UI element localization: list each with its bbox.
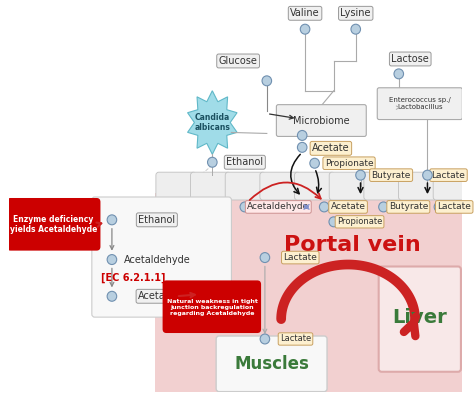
FancyBboxPatch shape bbox=[163, 280, 261, 333]
Text: Lactose: Lactose bbox=[392, 54, 429, 64]
Circle shape bbox=[394, 69, 403, 79]
Circle shape bbox=[351, 24, 361, 34]
Text: Acetate: Acetate bbox=[330, 202, 365, 211]
Text: Acetaldehyde: Acetaldehyde bbox=[247, 202, 310, 211]
FancyBboxPatch shape bbox=[216, 336, 327, 391]
Text: Muscles: Muscles bbox=[234, 355, 309, 373]
Text: Natural weakness in tight
junction backregulation
regarding Acetaldehyde: Natural weakness in tight junction backr… bbox=[167, 299, 258, 316]
Text: Valine: Valine bbox=[290, 8, 320, 18]
Text: Lactate: Lactate bbox=[431, 171, 465, 180]
FancyBboxPatch shape bbox=[155, 193, 462, 312]
FancyBboxPatch shape bbox=[276, 105, 366, 136]
Circle shape bbox=[379, 202, 388, 212]
Text: Butyrate: Butyrate bbox=[372, 171, 411, 180]
Text: Butyrate: Butyrate bbox=[389, 202, 428, 211]
Text: Liver: Liver bbox=[392, 308, 447, 327]
Text: Glucose: Glucose bbox=[219, 56, 257, 66]
Circle shape bbox=[434, 202, 444, 212]
FancyBboxPatch shape bbox=[92, 197, 231, 317]
Text: Propionate: Propionate bbox=[337, 217, 382, 226]
Circle shape bbox=[423, 170, 432, 180]
FancyBboxPatch shape bbox=[329, 172, 369, 200]
Circle shape bbox=[260, 253, 270, 263]
Text: Lactate: Lactate bbox=[438, 202, 471, 211]
Circle shape bbox=[329, 217, 338, 227]
Circle shape bbox=[297, 130, 307, 140]
FancyBboxPatch shape bbox=[433, 172, 474, 200]
Circle shape bbox=[107, 255, 117, 264]
Circle shape bbox=[240, 202, 250, 212]
Text: Enzyme deficiency
yields Acetaldehyde: Enzyme deficiency yields Acetaldehyde bbox=[10, 215, 97, 235]
Text: Acetate: Acetate bbox=[312, 143, 350, 153]
FancyBboxPatch shape bbox=[7, 198, 100, 251]
Text: Ethanol: Ethanol bbox=[138, 215, 175, 225]
FancyBboxPatch shape bbox=[379, 266, 461, 372]
Text: Enterococcus sp./
Lactobacillus: Enterococcus sp./ Lactobacillus bbox=[389, 97, 451, 110]
Circle shape bbox=[310, 158, 319, 168]
Text: Candida
albicans: Candida albicans bbox=[194, 113, 230, 132]
Circle shape bbox=[107, 215, 117, 225]
Text: Ethanol: Ethanol bbox=[226, 157, 264, 167]
FancyBboxPatch shape bbox=[399, 172, 438, 200]
Text: Portal vein: Portal vein bbox=[284, 235, 421, 255]
Circle shape bbox=[319, 202, 329, 212]
Text: Lactate: Lactate bbox=[283, 253, 317, 262]
FancyBboxPatch shape bbox=[377, 88, 462, 119]
FancyBboxPatch shape bbox=[191, 172, 231, 200]
Circle shape bbox=[208, 157, 217, 167]
FancyBboxPatch shape bbox=[260, 172, 300, 200]
Circle shape bbox=[297, 142, 307, 152]
Text: Lactate: Lactate bbox=[280, 334, 311, 343]
Text: Propionate: Propionate bbox=[325, 159, 374, 168]
Circle shape bbox=[301, 24, 310, 34]
Circle shape bbox=[260, 334, 270, 344]
FancyBboxPatch shape bbox=[225, 172, 265, 200]
Text: Acetate: Acetate bbox=[138, 291, 176, 301]
Circle shape bbox=[107, 291, 117, 301]
Text: Lysine: Lysine bbox=[340, 8, 371, 18]
Circle shape bbox=[262, 76, 272, 86]
Text: [EC 6.2.1.1]: [EC 6.2.1.1] bbox=[100, 272, 165, 283]
Text: Microbiome: Microbiome bbox=[293, 116, 350, 125]
Polygon shape bbox=[188, 91, 237, 154]
Text: Acetaldehyde: Acetaldehyde bbox=[124, 255, 190, 264]
FancyBboxPatch shape bbox=[294, 172, 335, 200]
FancyBboxPatch shape bbox=[364, 172, 404, 200]
Circle shape bbox=[356, 170, 365, 180]
FancyBboxPatch shape bbox=[155, 279, 462, 391]
FancyBboxPatch shape bbox=[156, 172, 196, 200]
